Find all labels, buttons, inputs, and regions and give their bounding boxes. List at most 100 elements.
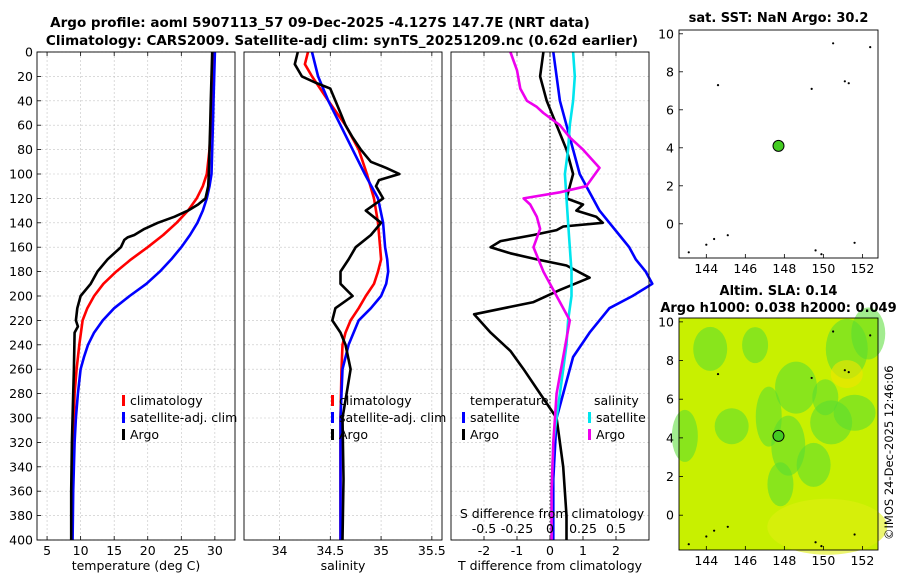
series-line-satellite-adj-clim (71, 51, 217, 541)
y-tick-label: 80 (17, 142, 33, 157)
coastline-dot (847, 82, 850, 85)
legend-label: Argo (470, 427, 499, 442)
legend-label: Argo (596, 427, 625, 442)
x-tick-label: 148 (772, 261, 796, 276)
series-line-s-argo (509, 51, 601, 540)
y-tick-label: 10 (658, 26, 674, 41)
x-tick-label: 150 (811, 553, 835, 568)
plot-frame (36, 51, 236, 541)
x-tick-label: -2 (478, 543, 490, 558)
map-sla-title-2: Argo h1000: 0.038 h2000: 0.049 (660, 301, 896, 316)
x-tick-label: 35.5 (418, 543, 446, 558)
x-tick-label: 35 (373, 543, 389, 558)
x-tick-label: 15 (106, 543, 122, 558)
y-tick-label: 360 (9, 484, 33, 499)
x-tick-label: -1 (511, 543, 523, 558)
watermark: ©IMOS 24-Dec-2025 12:46:06 (882, 365, 896, 540)
y-tick-label: 300 (9, 411, 33, 426)
y-tick-label: 200 (9, 289, 33, 304)
x-tick-label: 34 (272, 543, 288, 558)
y-tick-label: 160 (9, 240, 33, 255)
y-tick-label: 120 (9, 191, 33, 206)
x-tick-label-top: 0.5 (606, 521, 626, 536)
coastline-dot (726, 234, 729, 237)
y-tick-label: 4 (666, 140, 674, 155)
y-tick-label: 8 (666, 64, 674, 79)
legend-swatch (588, 412, 591, 423)
x-tick-label: 152 (850, 261, 874, 276)
sla-blob (693, 326, 728, 371)
x-tick-label-top: 0 (546, 521, 554, 536)
x-tick-label-top: -0.25 (501, 521, 533, 536)
coastline-dot (713, 529, 716, 532)
coastline-dot (853, 241, 856, 244)
x-tick-label: 25 (173, 543, 189, 558)
coastline-dot (832, 42, 835, 45)
coastline-dot (726, 525, 729, 528)
legend-swatch (331, 412, 334, 423)
coastline-dot (713, 237, 716, 241)
y-tick-label: 100 (9, 167, 33, 182)
argo-marker (772, 139, 785, 152)
y-tick-label: 0 (666, 508, 674, 523)
series-line-t-satellite (551, 51, 654, 540)
sla-blob (714, 408, 749, 445)
x-tick-label-top: 0.25 (569, 521, 597, 536)
legend-label: satellite-adj. clim (130, 410, 237, 425)
x-tick-label: 20 (140, 543, 156, 558)
coastline-dot (716, 84, 720, 87)
legend-swatch (122, 429, 125, 440)
coastline-dot (705, 243, 708, 246)
gridlines (244, 51, 442, 541)
x-tick-label: 146 (733, 553, 757, 568)
x-axis-label-top: S difference from climatology (460, 506, 645, 521)
coastline-dot (814, 541, 817, 544)
x-tick-label: 146 (733, 261, 757, 276)
coastline-dot (814, 249, 817, 252)
map-sst: 144 146 148 150 152 0 2 4 6 8 10 sat. SST: NaN Argo… (658, 11, 879, 276)
map-sla-title-1: Altim. SLA: 0.14 (720, 284, 838, 299)
x-tick-label: 144 (694, 553, 718, 568)
title-line-2: Climatology: CARS2009. Satellite-adj cli… (46, 33, 638, 49)
sla-blob (671, 409, 698, 462)
y-tick-label: 220 (9, 313, 33, 328)
plots: 5 10 15 20 25 3002040608010012014016018020022… (9, 11, 897, 573)
x-tick-label: 148 (772, 553, 796, 568)
legend-swatch (462, 429, 465, 440)
coastline-dot (820, 545, 823, 548)
chart-salinity: 34 34.5 35 35.5 salinity climatology satellite… (243, 51, 446, 573)
legend-label: climatology (130, 393, 203, 408)
coastline-dot (705, 535, 708, 538)
legend-label: Argo (339, 427, 368, 442)
y-tick-label: 0 (666, 216, 674, 231)
plot-frame (450, 51, 650, 541)
map-sla: 144 146 148 150 152 0 2 4 6 8 10 Altim. SLA: 0.14 Ar… (658, 284, 897, 568)
coastline-dot (687, 543, 690, 546)
y-tick-label: 60 (17, 118, 33, 133)
sla-blob (833, 394, 876, 431)
sla-blob (767, 462, 794, 507)
sla-blob (742, 327, 769, 364)
y-tick-label: 140 (9, 215, 33, 230)
legend-title-salinity: salinity (594, 393, 639, 408)
plot-frame (243, 51, 443, 541)
legend-swatch (331, 395, 334, 406)
legend-swatch (588, 429, 591, 440)
coastline-dot (869, 334, 872, 337)
legend-label: climatology (339, 393, 412, 408)
series-line-s-satellite (550, 51, 577, 540)
x-tick-label: 10 (73, 543, 89, 558)
title-line-1: Argo profile: aoml 5907113_57 09-Dec-202… (50, 15, 590, 31)
x-tick-label-top: -0.5 (472, 521, 496, 536)
sla-blob (796, 442, 831, 487)
y-tick-label: 8 (666, 353, 674, 368)
x-tick-label: 0 (546, 543, 554, 558)
coastline-dot (832, 330, 835, 333)
x-tick-label: 2 (612, 543, 620, 558)
gridlines (37, 51, 235, 541)
plot-frame (678, 29, 879, 259)
legend-title-temperature: temperature (470, 393, 549, 408)
gridlines (451, 51, 649, 541)
coastline-dot (687, 251, 690, 254)
y-tick-label: 10 (658, 314, 674, 329)
